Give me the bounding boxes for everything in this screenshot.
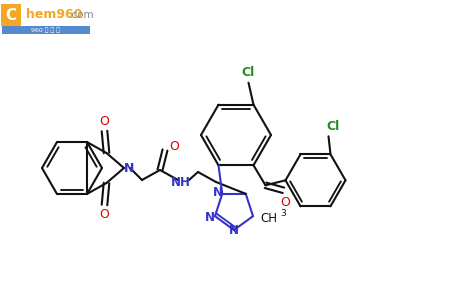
Text: hem960: hem960 bbox=[26, 8, 82, 21]
Text: N: N bbox=[213, 186, 223, 199]
Text: NH: NH bbox=[171, 176, 191, 190]
Text: 3: 3 bbox=[280, 209, 286, 218]
Text: Cl: Cl bbox=[327, 120, 340, 133]
Text: O: O bbox=[281, 196, 291, 209]
Text: N: N bbox=[205, 211, 215, 224]
Text: CH: CH bbox=[261, 212, 277, 225]
Text: O: O bbox=[169, 139, 179, 152]
Text: Cl: Cl bbox=[242, 66, 255, 79]
Text: N: N bbox=[229, 224, 239, 238]
Text: O: O bbox=[100, 209, 109, 222]
Text: N: N bbox=[124, 161, 134, 175]
Text: O: O bbox=[100, 115, 109, 127]
FancyBboxPatch shape bbox=[1, 4, 21, 26]
Text: .com: .com bbox=[69, 10, 95, 20]
Text: 960 化 工 网: 960 化 工 网 bbox=[31, 27, 61, 33]
FancyBboxPatch shape bbox=[2, 26, 90, 34]
Text: C: C bbox=[5, 8, 17, 23]
